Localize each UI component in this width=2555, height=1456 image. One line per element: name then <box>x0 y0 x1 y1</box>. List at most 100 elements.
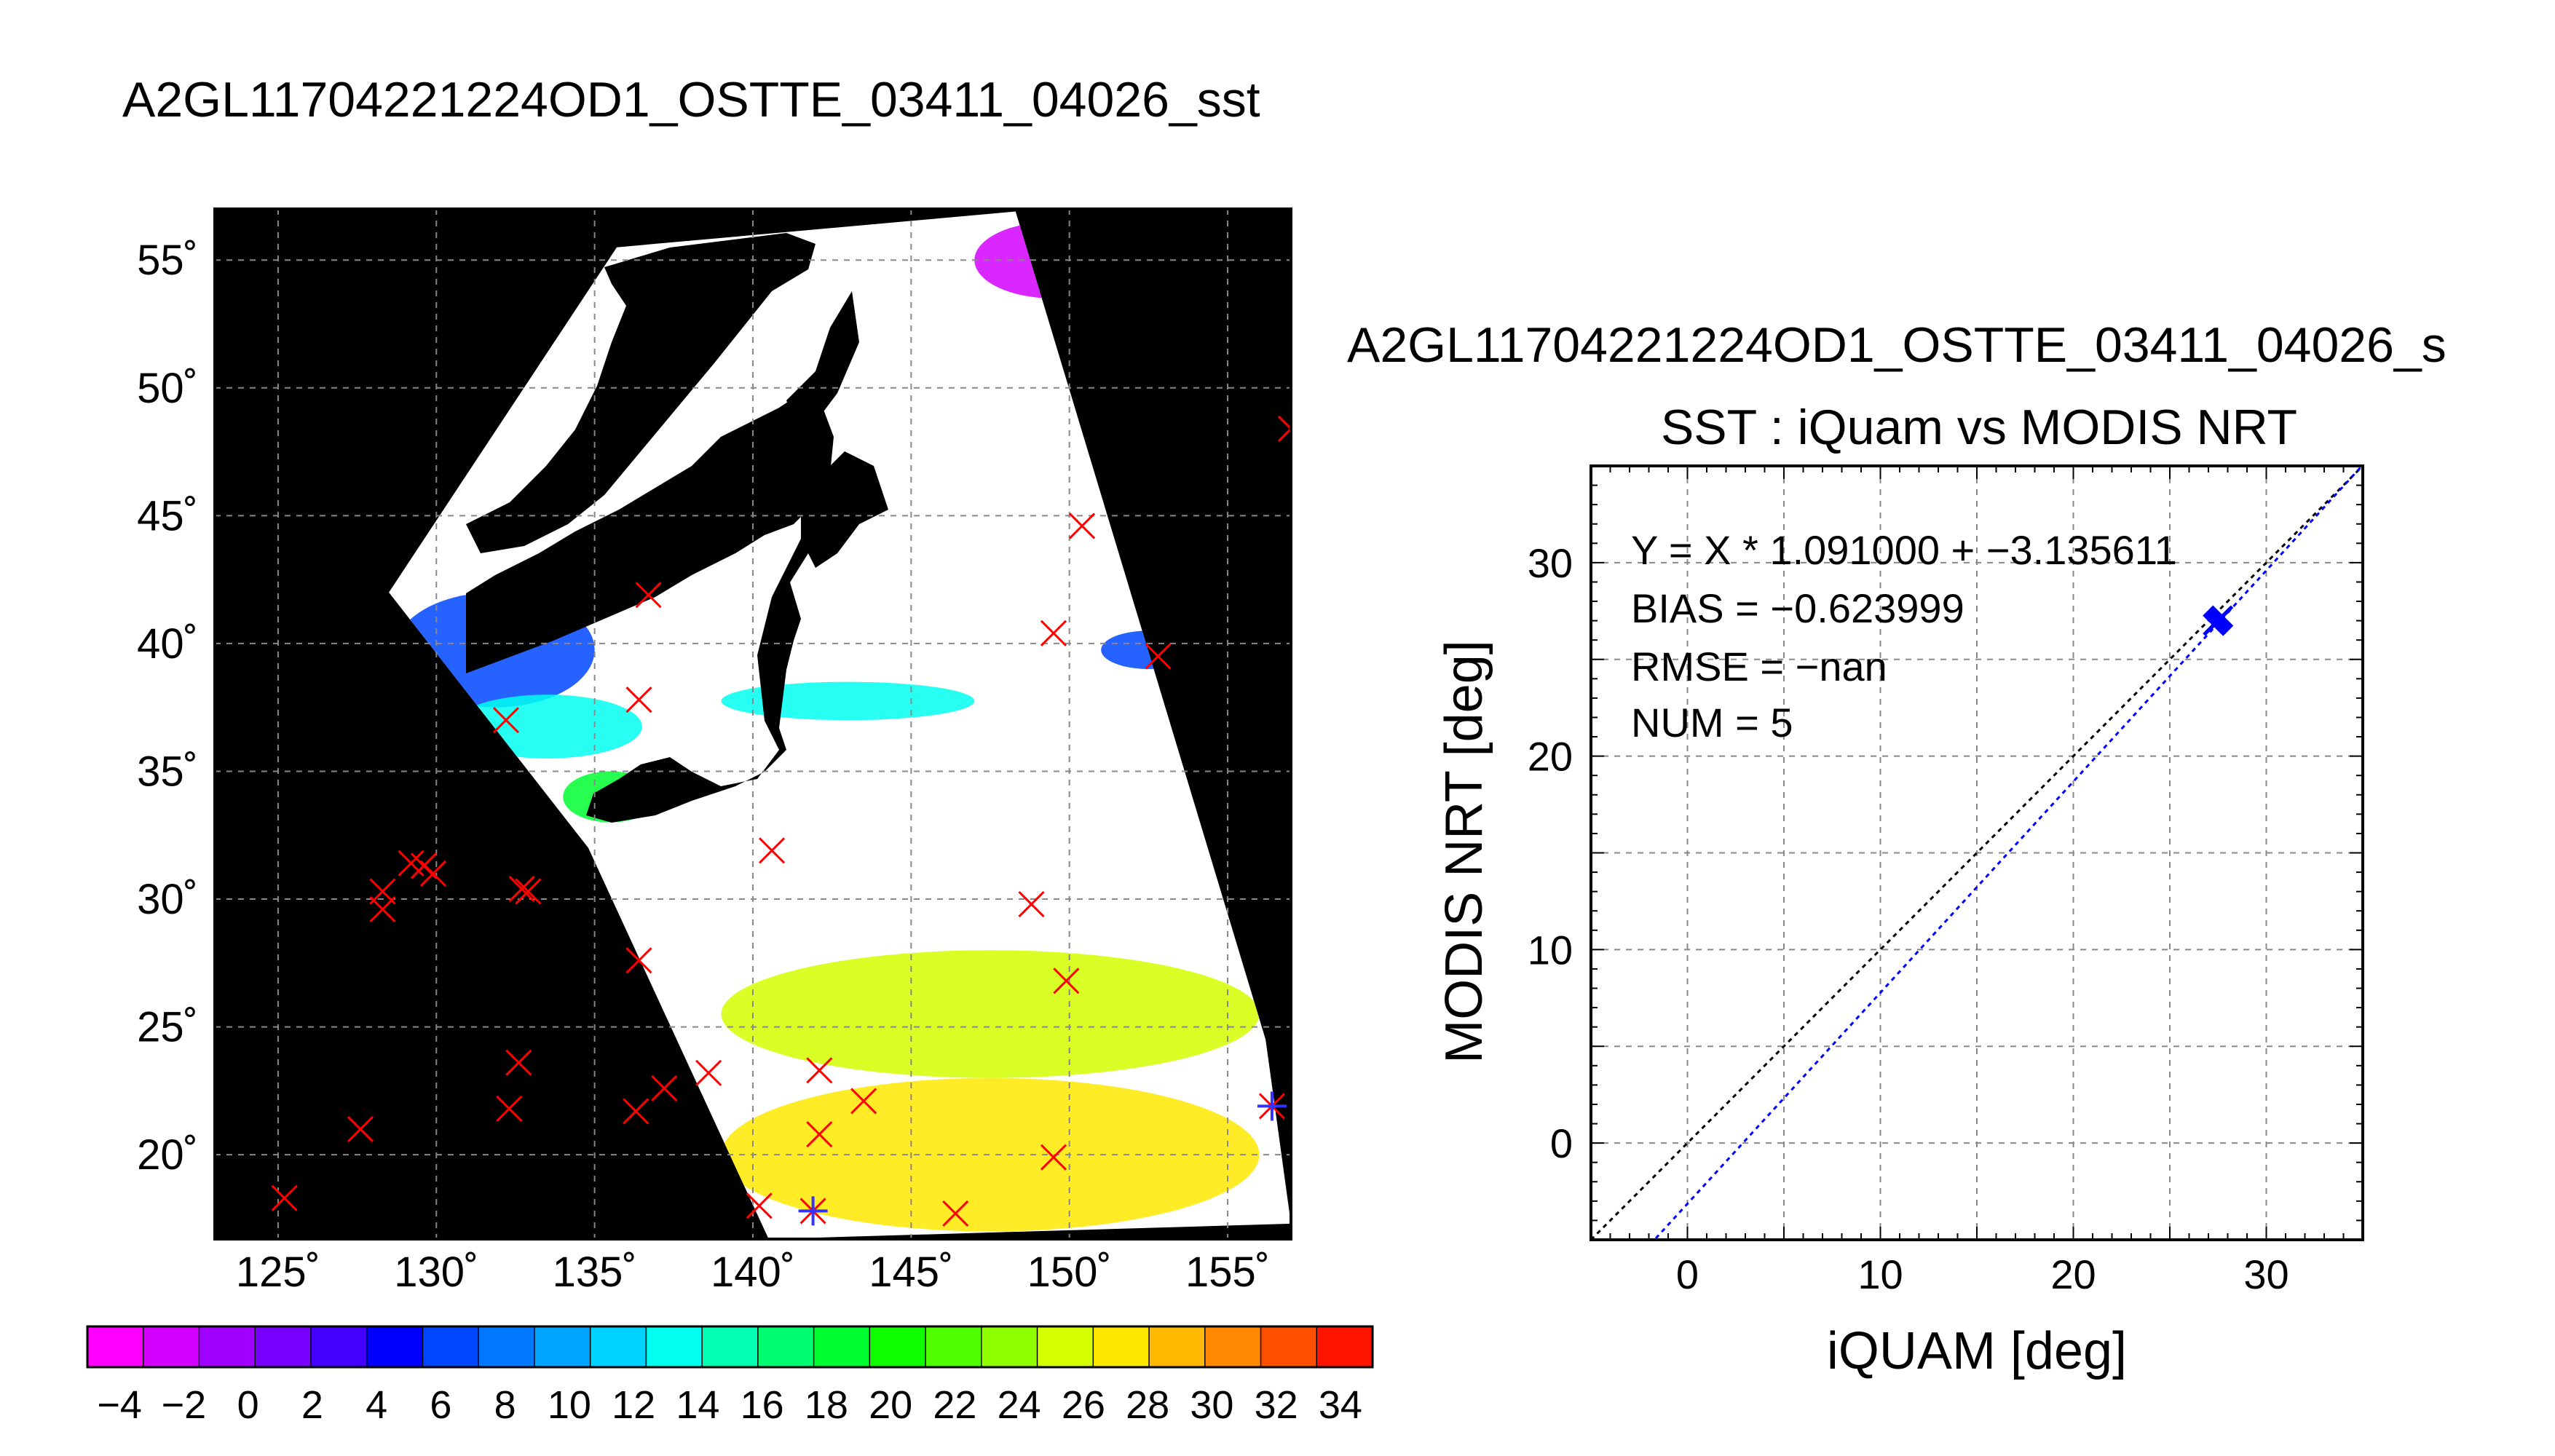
colorbar-label: 12 <box>612 1383 655 1427</box>
scatter-y-tick-labels: 0 10 20 30 <box>1528 540 1573 1166</box>
colorbar-label: 2 <box>301 1383 323 1427</box>
colorbar-cell <box>143 1326 200 1367</box>
match-marker <box>635 582 662 609</box>
match-marker <box>1145 643 1172 670</box>
regression-line <box>1653 466 2363 1240</box>
land-mask <box>466 233 888 823</box>
colorbar-cell <box>1149 1326 1206 1367</box>
colorbar-label: 22 <box>933 1383 976 1427</box>
colorbar-cell <box>813 1326 870 1367</box>
match-marker <box>1277 427 1291 443</box>
map-y-tick: 25˚ <box>137 1004 198 1051</box>
colorbar-cell <box>1260 1326 1317 1367</box>
match-marker <box>1277 415 1291 431</box>
colorbar-cell <box>590 1326 647 1367</box>
match-marker <box>492 707 519 734</box>
map-x-tick-labels: 125˚ 130˚ 135˚ 140˚ 145˚ 150˚ 155˚ <box>236 1249 1270 1296</box>
colorbar-label: −4 <box>97 1383 142 1427</box>
match-marker <box>508 875 535 903</box>
colorbar-cell <box>1204 1326 1262 1367</box>
colorbar-label: 4 <box>366 1383 387 1427</box>
colorbar-cell <box>925 1326 982 1367</box>
scatter-points <box>2203 605 2234 636</box>
colorbar-cell <box>869 1326 926 1367</box>
scatter-x-label: iQUAM [deg] <box>1827 1322 2127 1380</box>
match-marker <box>505 1049 532 1076</box>
colorbar-label: 18 <box>805 1383 848 1427</box>
scatter-plot: 0 10 20 30 0 10 20 30 Y = X * 1.091000 + −3.13… <box>1435 464 2364 1380</box>
map-x-tick: 135˚ <box>553 1249 637 1296</box>
honshu-land <box>586 510 823 823</box>
colorbar-cell <box>1316 1326 1373 1367</box>
match-marker <box>347 1115 374 1143</box>
colorbar-cell <box>757 1326 815 1367</box>
colorbar-cell <box>981 1326 1038 1367</box>
colorbar-frame <box>86 1325 1374 1369</box>
colorbar-cell <box>478 1326 535 1367</box>
colorbar-label: 24 <box>998 1383 1041 1427</box>
map-x-tick: 145˚ <box>869 1249 953 1296</box>
map-y-tick-labels: 20˚ 25˚ 30˚ 35˚ 40˚ 45˚ 50˚ 55˚ <box>137 237 198 1179</box>
colorbar-label: 32 <box>1255 1383 1298 1427</box>
colorbar-label: 16 <box>741 1383 784 1427</box>
map-grid <box>215 209 1291 1239</box>
sst-region-subtropical-band <box>721 950 1260 1078</box>
sst-region-kuroshio-extension <box>721 681 975 721</box>
colorbar-label: −2 <box>162 1383 207 1427</box>
colorbar-label: 34 <box>1319 1383 1362 1427</box>
colorbar-cell <box>310 1326 368 1367</box>
japan-korea-land <box>466 393 834 673</box>
colorbar-cell <box>1093 1326 1150 1367</box>
map-y-tick: 20˚ <box>137 1131 198 1179</box>
scatter-title: SST : iQuam vs MODIS NRT <box>1661 400 2297 455</box>
match-marker <box>410 852 437 879</box>
colorbar-cells <box>87 1326 1373 1367</box>
match-marker <box>806 1120 833 1148</box>
scatter-y-tick: 20 <box>1528 734 1573 780</box>
match-marker <box>496 1095 523 1122</box>
scatter-x-tick: 0 <box>1676 1251 1699 1297</box>
map-x-tick: 150˚ <box>1027 1249 1112 1296</box>
scatter-header: A2GL11704221224OD1_OSTTE_03411_04026_s <box>1347 317 2447 373</box>
colorbar-label: 0 <box>237 1383 259 1427</box>
match-marker <box>271 1184 298 1211</box>
map-y-tick: 55˚ <box>137 237 198 284</box>
colorbar-cell <box>646 1326 703 1367</box>
sst-map: 125˚ 130˚ 135˚ 140˚ 145˚ 150˚ 155˚ 20˚ 25˚ 30˚ 35… <box>137 207 1292 1296</box>
scatter-x-tick: 20 <box>2050 1251 2096 1297</box>
stat-bias: BIAS = −0.623999 <box>1631 585 1964 631</box>
colorbar-cell <box>87 1326 144 1367</box>
scatter-x-tick: 30 <box>2243 1251 2289 1297</box>
match-marker <box>419 860 447 887</box>
map-x-tick: 125˚ <box>236 1249 320 1296</box>
figure-title: A2GL11704221224OD1_OSTTE_03411_04026_sst <box>122 72 1260 127</box>
map-y-tick: 35˚ <box>137 748 198 795</box>
map-y-tick: 40˚ <box>137 620 198 668</box>
colorbar-label: 10 <box>548 1383 591 1427</box>
stat-rmse: RMSE = −nan <box>1631 644 1887 689</box>
match-marker <box>1069 513 1096 539</box>
colorbar-cell <box>366 1326 423 1367</box>
colorbar-label: 20 <box>869 1383 912 1427</box>
scatter-x-tick-labels: 0 10 20 30 <box>1676 1251 2289 1297</box>
scatter-y-tick: 10 <box>1528 927 1573 973</box>
scatter-minor-ticks <box>1590 465 2364 1241</box>
match-markers <box>271 415 1291 1227</box>
match-marker <box>1040 620 1067 646</box>
match-marker <box>623 1098 649 1125</box>
match-marker <box>942 1200 969 1227</box>
colorbar-cell <box>255 1326 312 1367</box>
colorbar-label: 6 <box>430 1383 451 1427</box>
colorbar-label: 30 <box>1190 1383 1233 1427</box>
colorbar-cell <box>199 1326 256 1367</box>
colorbar-label: 26 <box>1062 1383 1105 1427</box>
colorbar-label: 28 <box>1126 1383 1169 1427</box>
stat-equation: Y = X * 1.091000 + −3.135611 <box>1631 527 2177 573</box>
colorbar-cell <box>534 1326 591 1367</box>
map-x-tick: 130˚ <box>394 1249 478 1296</box>
scatter-y-tick: 30 <box>1528 540 1573 586</box>
scatter-y-label: MODIS NRT [deg] <box>1435 640 1493 1064</box>
match-marker <box>369 895 396 923</box>
match-marker <box>625 947 652 974</box>
